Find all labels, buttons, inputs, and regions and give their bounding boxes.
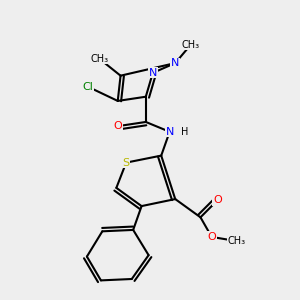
- Text: CH₃: CH₃: [91, 54, 109, 64]
- Text: O: O: [113, 121, 122, 131]
- Text: S: S: [123, 158, 130, 168]
- Text: H: H: [182, 127, 189, 137]
- Text: CH₃: CH₃: [182, 40, 200, 50]
- Text: N: N: [165, 127, 174, 137]
- Text: O: O: [213, 196, 222, 206]
- Text: Cl: Cl: [83, 82, 94, 92]
- Text: N: N: [171, 58, 179, 68]
- Text: CH₃: CH₃: [228, 236, 246, 246]
- Text: N: N: [148, 68, 157, 78]
- Text: O: O: [207, 232, 216, 242]
